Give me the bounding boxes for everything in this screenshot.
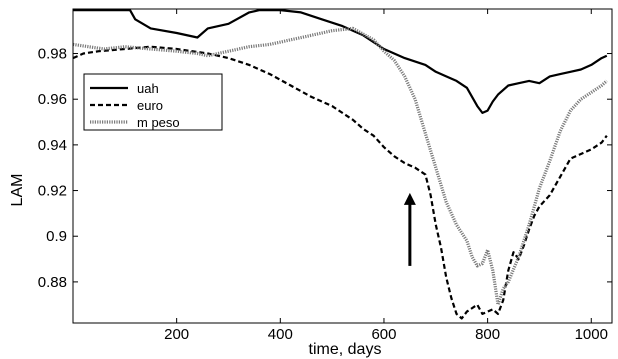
plot-frame — [72, 8, 613, 324]
legend-label: uah — [137, 81, 159, 96]
x-tick-label: 400 — [268, 326, 293, 343]
series-line-euro — [72, 45, 608, 320]
annotation-layer — [403, 192, 416, 266]
legend-label: m peso — [137, 115, 180, 130]
y-tick-label: 0.9 — [46, 228, 67, 245]
y-axis-label: LAM — [9, 174, 26, 207]
legend-label: euro — [137, 98, 163, 113]
y-tick-label: 0.94 — [38, 137, 67, 154]
y-tick-label: 0.96 — [38, 91, 67, 108]
tick-labels: 200 400 600 800 1000 0.88 0.9 0.92 0.94 0.96 0.98 — [38, 46, 608, 343]
x-tick-label: 200 — [164, 326, 189, 343]
y-tick-label: 0.98 — [38, 46, 67, 63]
series-line-uah — [73, 9, 608, 115]
y-tick-label: 0.88 — [38, 274, 67, 291]
tick-marks — [73, 9, 612, 323]
series-line-m-peso — [72, 26, 608, 307]
x-axis-label: time, days — [309, 341, 382, 358]
series-layer — [72, 9, 608, 320]
x-tick-label: 1000 — [575, 326, 608, 343]
x-tick-label: 800 — [475, 326, 500, 343]
x-tick-label: 600 — [371, 326, 396, 343]
y-tick-label: 0.92 — [38, 183, 67, 200]
legend: uah euro m peso — [83, 73, 223, 131]
arrow-head — [403, 192, 416, 205]
